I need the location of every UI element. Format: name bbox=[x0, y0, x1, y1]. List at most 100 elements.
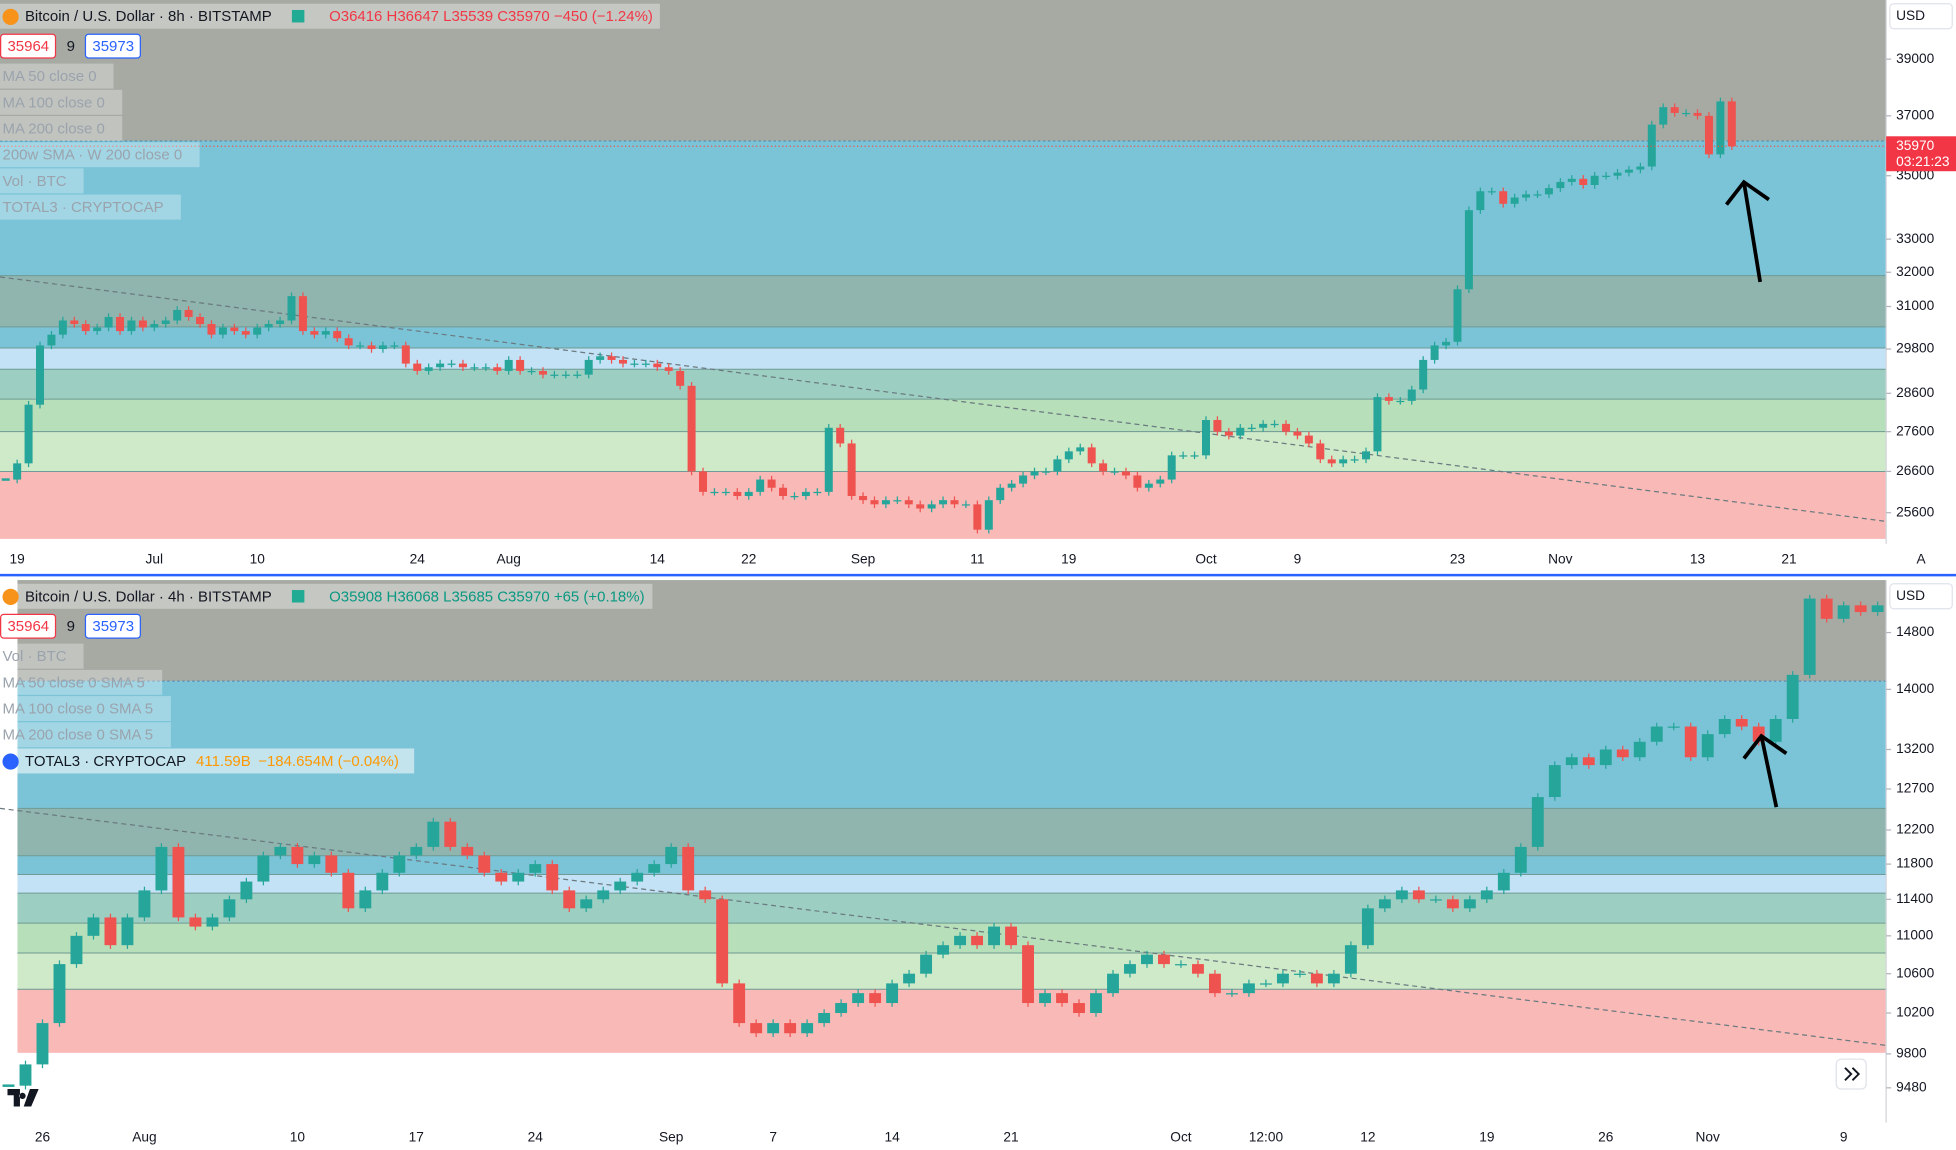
candle bbox=[1590, 175, 1599, 186]
x-tick-label: 10 bbox=[290, 1129, 306, 1144]
candle bbox=[1446, 899, 1459, 909]
candle bbox=[614, 881, 627, 891]
x-tick-label: 10 bbox=[250, 552, 266, 567]
candle bbox=[1544, 188, 1553, 195]
indicator-row: 200w SMA · W 200 close 0 bbox=[0, 142, 200, 168]
candle bbox=[70, 935, 83, 965]
candle bbox=[359, 890, 372, 909]
candle bbox=[13, 463, 22, 480]
candle bbox=[916, 504, 925, 509]
zone bbox=[0, 140, 1887, 276]
candle bbox=[493, 367, 502, 371]
candle bbox=[1396, 400, 1405, 403]
candle bbox=[298, 296, 307, 332]
zone bbox=[17, 580, 1887, 682]
candle bbox=[1124, 964, 1136, 974]
candle bbox=[1395, 890, 1408, 900]
candle bbox=[310, 331, 319, 335]
candle bbox=[984, 500, 993, 530]
time-axis bbox=[0, 1122, 1956, 1150]
candle bbox=[682, 846, 695, 891]
price-axis bbox=[1886, 580, 1956, 1123]
y-tick-label: 14000 bbox=[1896, 681, 1935, 696]
x-tick-label: 22 bbox=[741, 552, 756, 567]
candle bbox=[1565, 757, 1578, 766]
x-tick-label: 14 bbox=[884, 1129, 900, 1144]
candle bbox=[1735, 718, 1748, 727]
candle bbox=[481, 367, 490, 369]
symbol-icon bbox=[2, 8, 19, 25]
legend-title-row: Bitcoin / U.S. Dollar · 8h · BITSTAMP O36… bbox=[0, 3, 661, 29]
candle bbox=[516, 359, 525, 371]
quote-row: 35964 9 35973 bbox=[0, 613, 151, 639]
candle bbox=[801, 491, 810, 497]
candle bbox=[676, 370, 685, 386]
candle bbox=[1073, 1003, 1085, 1014]
candle bbox=[881, 500, 890, 505]
candle bbox=[1282, 423, 1291, 432]
zone bbox=[0, 369, 1887, 400]
candle bbox=[1213, 420, 1222, 432]
tv-logo-mark bbox=[7, 1089, 39, 1107]
candle bbox=[920, 954, 933, 974]
candle bbox=[699, 890, 712, 900]
candle bbox=[444, 821, 457, 847]
indicator-name: MA 50 close 0 SMA 5 bbox=[2, 673, 145, 692]
candle bbox=[1624, 169, 1633, 173]
candle bbox=[155, 846, 168, 891]
candle bbox=[413, 363, 422, 371]
zone bbox=[0, 0, 1887, 141]
y-tick-label: 31000 bbox=[1896, 298, 1935, 313]
candle bbox=[973, 504, 982, 530]
candle bbox=[81, 324, 90, 332]
candle bbox=[1464, 210, 1473, 290]
candle bbox=[596, 356, 605, 360]
y-tick-label: 26600 bbox=[1896, 463, 1935, 478]
y-tick-label: 11000 bbox=[1896, 927, 1934, 942]
candle bbox=[813, 491, 822, 494]
scroll-icon bbox=[1844, 1067, 1861, 1081]
candle bbox=[325, 855, 338, 873]
candle bbox=[390, 345, 399, 347]
candle bbox=[818, 1013, 831, 1024]
x-tick-label: 17 bbox=[409, 1129, 424, 1144]
candle bbox=[367, 345, 376, 350]
candle bbox=[1225, 993, 1238, 995]
candle bbox=[104, 316, 113, 328]
candle bbox=[1007, 483, 1016, 488]
candle bbox=[342, 872, 355, 909]
candle bbox=[1650, 726, 1663, 742]
candle bbox=[1087, 447, 1096, 464]
candle bbox=[996, 487, 1005, 501]
indicator-row: Vol · BTC bbox=[0, 168, 85, 194]
y-tick-label: 9480 bbox=[1896, 1079, 1927, 1094]
candle bbox=[1099, 463, 1108, 472]
candle bbox=[580, 899, 593, 909]
candle bbox=[527, 370, 536, 373]
y-tick-label: 11400 bbox=[1896, 891, 1934, 906]
candle bbox=[1567, 178, 1576, 182]
indicator-row: MA 100 close 0 SMA 5 bbox=[0, 696, 171, 722]
candle bbox=[1582, 757, 1595, 766]
candle bbox=[1005, 926, 1017, 946]
zone bbox=[17, 953, 1887, 990]
x-tick-label: 7 bbox=[769, 1129, 777, 1144]
candle bbox=[699, 471, 708, 492]
x-tick-label: 21 bbox=[1003, 1129, 1018, 1144]
candle bbox=[1259, 983, 1272, 985]
indicator-name: TOTAL3 · CRYPTOCAP bbox=[24, 752, 187, 770]
candle bbox=[230, 327, 239, 332]
x-tick-label: 19 bbox=[1479, 1129, 1494, 1144]
currency-label: USD bbox=[1896, 588, 1925, 603]
y-tick-label: 27600 bbox=[1896, 423, 1935, 438]
auto-button[interactable]: A bbox=[1916, 552, 1926, 567]
price-axis bbox=[1886, 0, 1956, 544]
candle bbox=[1693, 112, 1702, 116]
candle bbox=[36, 345, 45, 405]
candle bbox=[1786, 674, 1799, 719]
candle bbox=[1684, 726, 1697, 758]
x-tick-label: 19 bbox=[1061, 552, 1076, 567]
indicator-name: TOTAL3 · CRYPTOCAP bbox=[2, 198, 164, 216]
candle bbox=[436, 363, 445, 368]
x-tick-label: Oct bbox=[1170, 1129, 1192, 1144]
